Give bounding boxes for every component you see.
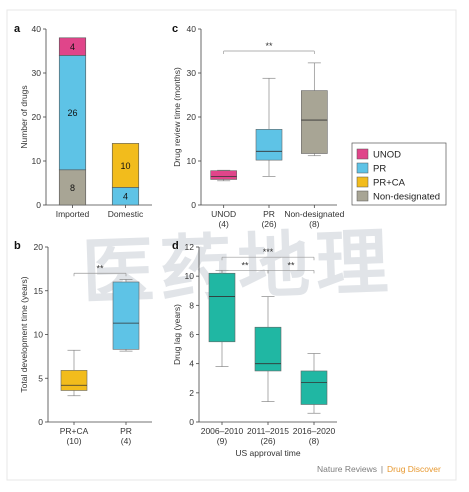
footer-separator: | [381, 464, 383, 474]
legend-label: PR [373, 164, 386, 175]
y-axis-label: Drug lag (years) [172, 304, 182, 365]
bar-data-label: 8 [70, 183, 75, 193]
y-tick-label: 40 [32, 24, 42, 34]
bar-data-label: 10 [120, 161, 130, 171]
panel-a: 0 10 20 30 40 Number of drugs a Imported Domesti… [14, 23, 152, 219]
significance-label: ** [96, 263, 104, 273]
legend-swatch [356, 176, 369, 188]
y-tick-label: 15 [34, 286, 44, 296]
y-tick-label: 10 [32, 156, 42, 166]
box [210, 170, 237, 180]
x-tick-label: UNOD [211, 209, 236, 219]
significance-label: ** [241, 260, 249, 270]
y-axis-label: Number of drugs [19, 85, 29, 148]
x-count-label: (4) [121, 436, 132, 446]
box [255, 129, 283, 161]
significance-label: ** [265, 41, 273, 51]
y-tick-label: 30 [32, 68, 42, 78]
footer-publisher: Nature Reviews [317, 464, 377, 474]
legend-label: PR+CA [373, 178, 406, 189]
y-tick-label: 20 [32, 112, 42, 122]
box [301, 90, 328, 154]
panel-tag: c [172, 23, 178, 35]
bar-segment [111, 143, 140, 188]
x-count-label: (26) [260, 436, 275, 446]
box [254, 326, 282, 372]
bar-segment [58, 37, 87, 56]
x-count-label: (10) [66, 436, 81, 446]
bar-data-label: 4 [123, 192, 128, 202]
panel-tag: b [14, 240, 21, 252]
y-tick-label: 0 [38, 417, 43, 427]
bar-data-label: 4 [70, 42, 75, 52]
y-tick-label: 10 [187, 156, 197, 166]
x-count-label: (8) [309, 436, 320, 446]
legend: UNOD PR PR+CA Non-designated [351, 142, 447, 206]
x-count-label: (26) [261, 219, 276, 229]
y-tick-label: 8 [189, 300, 194, 310]
panel-d: 0 2 4 6 8 10 12 Drug lag (years) d 2006–2010(9) 20… [172, 240, 337, 458]
y-tick-label: 20 [187, 112, 197, 122]
y-axis-label: Total development time (years) [19, 276, 29, 392]
legend-swatch [356, 148, 369, 160]
x-tick-label: 2006–2010 [201, 426, 244, 436]
footer: Nature Reviews | Drug Discover [317, 464, 441, 474]
significance-label: *** [263, 247, 274, 257]
significance-label: ** [287, 260, 295, 270]
x-tick-label: 2011–2015 [247, 426, 289, 436]
y-tick-label: 10 [185, 271, 195, 281]
panel-tag: a [14, 23, 21, 35]
y-tick-label: 5 [38, 373, 43, 383]
box [208, 272, 236, 343]
bar-data-label: 26 [67, 108, 77, 118]
y-tick-label: 20 [34, 242, 44, 252]
x-tick-label: Domestic [108, 209, 144, 219]
x-tick-label: Imported [56, 209, 90, 219]
legend-swatch [356, 162, 369, 174]
x-tick-label: PR [263, 209, 275, 219]
x-axis-label: US approval time [235, 448, 300, 458]
y-tick-label: 6 [189, 330, 194, 340]
legend-swatch [356, 190, 369, 202]
y-axis-label: Drug review time (months) [172, 67, 182, 167]
legend-label: Non-designated [373, 192, 440, 203]
y-tick-label: 4 [189, 359, 194, 369]
legend-label: UNOD [373, 150, 401, 161]
y-tick-label: 0 [36, 200, 41, 210]
x-count-label: (8) [309, 219, 320, 229]
y-tick-label: 40 [187, 24, 197, 34]
y-tick-label: 2 [189, 388, 194, 398]
box [112, 281, 140, 350]
panel-b: 0 5 10 15 20 Total development time (years) b P… [14, 240, 152, 446]
box [60, 370, 88, 391]
x-tick-label: PR+CA [60, 426, 89, 436]
y-tick-label: 12 [185, 242, 195, 252]
panel-tag: d [172, 240, 179, 252]
x-tick-label: 2016–2020 [293, 426, 336, 436]
x-tick-label: PR [120, 426, 132, 436]
x-tick-label: Non-designated [284, 209, 344, 219]
box [300, 370, 328, 405]
x-count-label: (9) [217, 436, 228, 446]
y-tick-label: 10 [34, 330, 44, 340]
y-tick-label: 30 [187, 68, 197, 78]
x-count-label: (4) [218, 219, 229, 229]
bar-segment [58, 55, 87, 171]
figure-frame [6, 9, 457, 481]
footer-journal: Drug Discover [387, 464, 441, 474]
y-tick-label: 0 [191, 200, 196, 210]
y-tick-label: 0 [189, 417, 194, 427]
